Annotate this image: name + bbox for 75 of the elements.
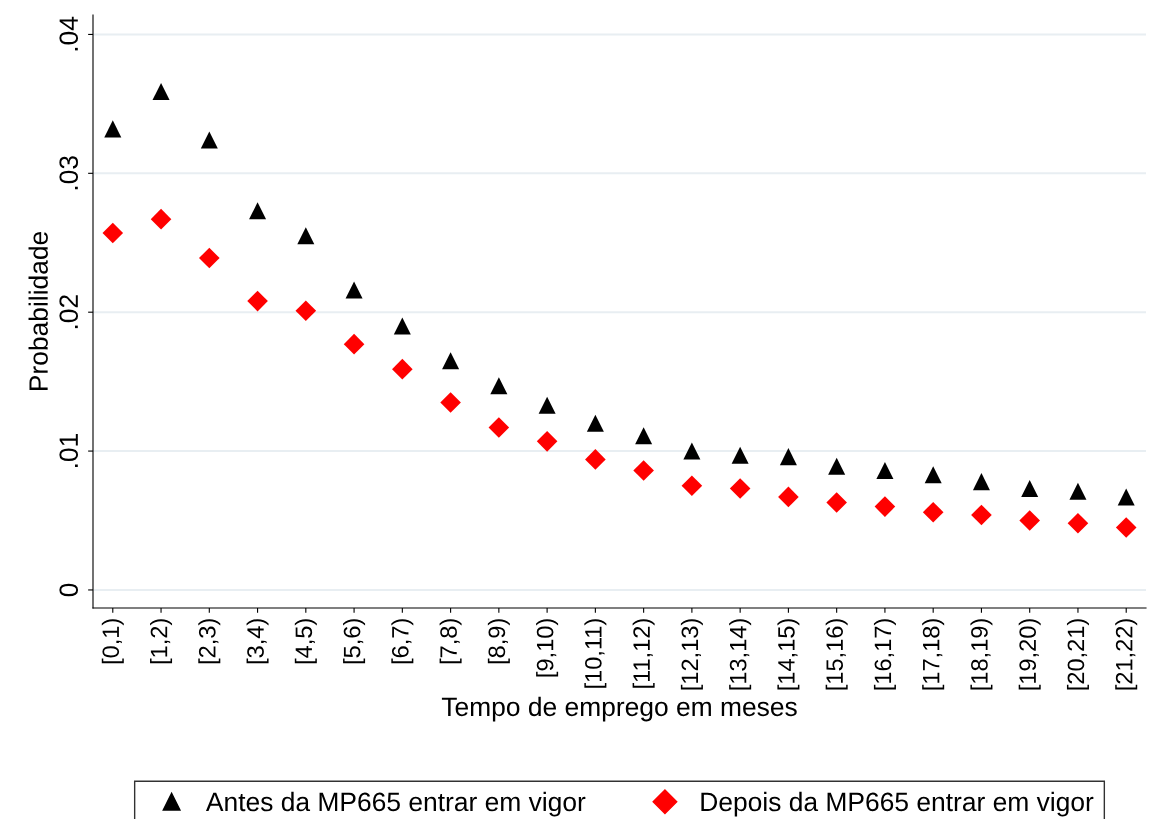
x-tick-label: [8,9) xyxy=(487,619,510,664)
point xyxy=(1067,512,1089,534)
point xyxy=(150,208,172,230)
x-tick-label: [15,16) xyxy=(825,619,848,690)
point xyxy=(585,449,606,470)
point xyxy=(633,460,654,481)
x-tick-label: [5,6) xyxy=(343,619,366,664)
x-axis-title: Tempo de emprego em meses xyxy=(441,696,797,722)
x-tick-label: [17,18) xyxy=(922,619,945,690)
point xyxy=(392,358,413,380)
x-tick-label: [16,17) xyxy=(873,619,896,690)
point xyxy=(393,317,411,335)
point xyxy=(922,501,944,523)
x-tick-label: [2,3) xyxy=(198,619,221,664)
x-tick-label: [9,10) xyxy=(536,619,559,677)
point xyxy=(586,414,604,432)
point xyxy=(345,281,363,299)
point xyxy=(247,290,268,312)
x-tick-label: [13,14) xyxy=(729,619,752,690)
point xyxy=(731,446,749,464)
point xyxy=(876,462,894,480)
x-tick-label: [12,13) xyxy=(680,619,703,690)
y-tick-label: 0 xyxy=(59,583,79,597)
x-tick-label: [0,1) xyxy=(101,619,124,664)
point xyxy=(200,131,218,149)
x-tick-label: [21,22) xyxy=(1115,619,1138,690)
point xyxy=(1021,480,1039,498)
point xyxy=(826,492,847,513)
y-tick-label: .02 xyxy=(59,295,79,329)
point xyxy=(343,333,365,355)
point xyxy=(729,478,751,499)
x-tick-label: [1,2) xyxy=(150,619,173,664)
point xyxy=(488,417,510,438)
point xyxy=(972,473,990,491)
point xyxy=(295,300,317,322)
point xyxy=(635,427,653,445)
point xyxy=(1115,517,1137,538)
x-tick-label: [20,21) xyxy=(1066,619,1089,690)
point xyxy=(778,486,799,508)
point xyxy=(1069,482,1087,500)
point xyxy=(1019,510,1040,531)
y-tick-label: .03 xyxy=(59,156,79,190)
point xyxy=(683,442,701,460)
x-tick-label: [4,5) xyxy=(294,619,317,664)
point xyxy=(681,475,703,497)
x-tick-label: [18,19) xyxy=(970,619,993,690)
point xyxy=(924,466,942,484)
legend-label: Depois da MP665 entrar em vigor xyxy=(701,791,1094,817)
point xyxy=(971,504,992,526)
x-tick-label: [3,4) xyxy=(246,619,269,664)
point xyxy=(104,120,122,138)
x-tick-label: [6,7) xyxy=(391,619,414,664)
point xyxy=(538,396,556,414)
point xyxy=(490,377,508,395)
y-tick-label: .04 xyxy=(59,16,79,51)
x-tick-label: [14,15) xyxy=(777,619,800,690)
point xyxy=(249,202,267,220)
point xyxy=(102,222,124,244)
point xyxy=(297,227,315,245)
legend-label: Antes da MP665 entrar em vigor xyxy=(205,791,586,817)
x-tick-label: [7,8) xyxy=(439,619,462,664)
point xyxy=(874,496,896,517)
point xyxy=(536,431,558,452)
point xyxy=(440,392,461,413)
point xyxy=(152,82,170,100)
point xyxy=(779,448,797,466)
point xyxy=(199,247,220,269)
x-tick-label: [10,11) xyxy=(584,619,607,688)
point xyxy=(828,457,846,475)
y-axis-title: Probabilidade xyxy=(28,231,48,391)
x-tick-label: [11,12) xyxy=(632,619,655,688)
point xyxy=(442,352,460,370)
point xyxy=(1117,488,1135,506)
x-tick-label: [19,20) xyxy=(1018,619,1041,690)
y-tick-label: .01 xyxy=(59,434,79,467)
